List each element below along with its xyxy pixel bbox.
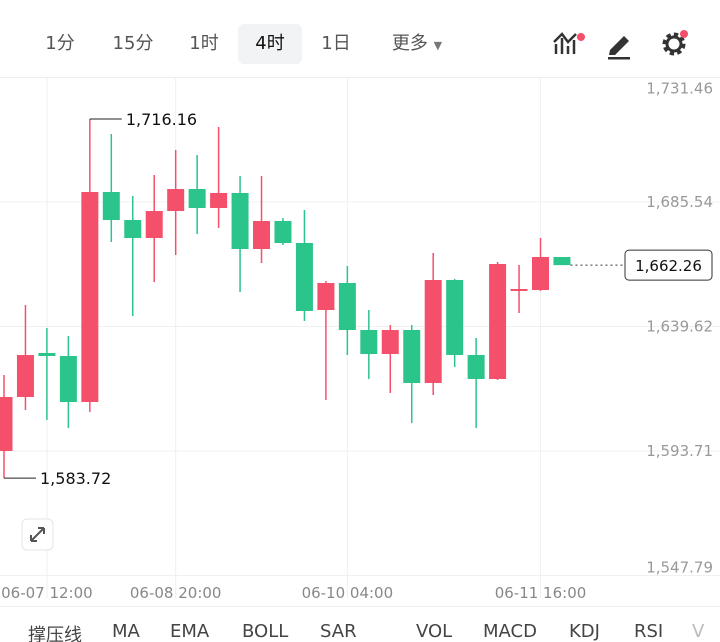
candle-body	[188, 189, 206, 208]
y-tick-label: 1,685.54	[646, 193, 713, 211]
indicator-bar: 撑压线 MA EMA BOLL SAR VOL MACD KDJ RSI V	[0, 606, 720, 642]
last-price-box	[624, 249, 713, 281]
candle-body	[317, 282, 335, 311]
y-tick-label: 1,547.79	[646, 559, 713, 577]
indicator-tab[interactable]: VOL	[416, 621, 453, 642]
y-tick-label: 1,731.46	[646, 80, 713, 98]
indicator-tab[interactable]: RSI	[634, 621, 664, 642]
indicator-tab[interactable]: BOLL	[242, 621, 289, 642]
settings-icon[interactable]	[662, 30, 688, 56]
candle-body	[231, 193, 249, 249]
annotation-label: 1,583.72	[40, 469, 111, 488]
candle-body	[424, 280, 442, 383]
candle-body	[124, 220, 142, 239]
indicator-tab[interactable]: V	[692, 621, 705, 642]
candle-body	[38, 353, 56, 356]
candle-body	[295, 243, 313, 312]
candle-body	[360, 330, 378, 355]
x-tick-label: 06-10 04:00	[302, 584, 394, 602]
y-tick-label: 1,593.71	[646, 442, 713, 460]
x-tick-label: 06-07 12:00	[1, 584, 93, 602]
expand-button[interactable]	[21, 518, 54, 551]
candle-body	[510, 289, 528, 291]
indicator-tab[interactable]: KDJ	[569, 621, 600, 642]
annotation-label: 1,716.16	[126, 110, 197, 129]
interval-tab[interactable]: 1日	[321, 33, 351, 54]
indicator-tab[interactable]: EMA	[170, 621, 210, 642]
interval-tab[interactable]: 4时	[238, 24, 302, 64]
chart: 1,547.79 1,593.71 1,639.62 1,685.54 1,731.46…	[0, 78, 720, 602]
candle-body	[167, 189, 185, 212]
interval-tab[interactable]: 15分	[112, 33, 154, 54]
candle-body	[102, 192, 120, 221]
toolbar-icons	[553, 30, 688, 60]
indicator-tab[interactable]: MA	[112, 621, 140, 642]
interval-tab[interactable]: 1分	[45, 33, 75, 54]
toolbar: 更多 ▼ 1分 15分 1时 4时 1日	[0, 0, 720, 78]
last-price-label: 1,662.26	[635, 257, 702, 275]
candle-body	[210, 193, 228, 208]
interval-tab[interactable]: 1时	[189, 33, 219, 54]
candle-body	[59, 355, 77, 402]
candle-body	[467, 355, 485, 380]
candle-body	[381, 330, 399, 355]
y-tick-label: 1,639.62	[646, 318, 713, 336]
x-tick-label: 06-11 16:00	[495, 584, 587, 602]
candle-body	[145, 211, 163, 239]
indicator-tab[interactable]: MACD	[483, 621, 537, 642]
candle-body	[489, 264, 507, 380]
more-label: 更多	[391, 33, 428, 54]
candle-body	[253, 221, 271, 249]
indicator-icon[interactable]	[553, 32, 585, 54]
candle-body	[532, 256, 549, 290]
indicator-tab[interactable]: SAR	[320, 621, 357, 642]
candle-body	[553, 256, 571, 266]
candle-body	[403, 330, 421, 383]
candle-body	[81, 192, 99, 402]
candle-body	[16, 355, 34, 398]
draw-icon[interactable]	[608, 36, 630, 60]
x-tick-label: 06-08 20:00	[130, 584, 222, 602]
more-button[interactable]: 更多 ▼	[391, 33, 443, 54]
candle-body	[446, 280, 464, 356]
candle-body	[338, 282, 356, 331]
candle-body	[0, 397, 13, 451]
candle-body	[274, 221, 292, 244]
indicator-tab[interactable]: 撑压线	[28, 625, 82, 642]
